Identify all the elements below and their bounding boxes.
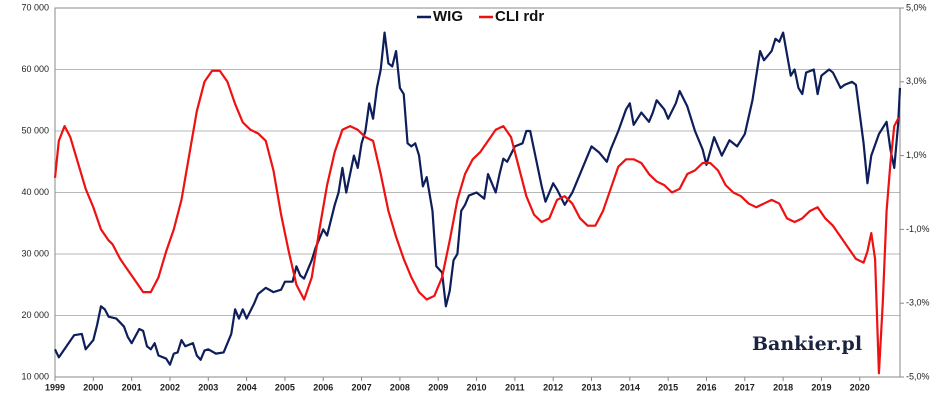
legend-label: CLI rdr bbox=[495, 8, 544, 25]
x-tick-label: 2002 bbox=[160, 382, 180, 392]
x-tick-label: 2008 bbox=[390, 382, 410, 392]
y-tick-label: 50 000 bbox=[21, 125, 49, 135]
legend-label: WIG bbox=[433, 8, 463, 25]
y2-tick-label: 3,0% bbox=[906, 76, 927, 86]
y-tick-label: 60 000 bbox=[21, 64, 49, 74]
x-tick-label: 2011 bbox=[505, 382, 525, 392]
y-tick-label: 70 000 bbox=[21, 2, 49, 12]
y2-tick-label: -3,0% bbox=[906, 298, 930, 308]
x-tick-label: 2012 bbox=[543, 382, 563, 392]
series-line bbox=[54, 31, 902, 366]
watermark: Bankier.pl bbox=[752, 333, 862, 355]
x-tick-label: 2017 bbox=[735, 382, 755, 392]
x-tick-label: 2000 bbox=[83, 382, 103, 392]
x-tick-label: 1999 bbox=[45, 382, 65, 392]
x-tick-label: 2014 bbox=[620, 382, 640, 392]
x-tick-label: 2006 bbox=[313, 382, 333, 392]
y2-tick-label: 5,0% bbox=[906, 2, 927, 12]
x-tick-label: 2003 bbox=[198, 382, 218, 392]
x-tick-label: 2007 bbox=[352, 382, 372, 392]
y-tick-label: 30 000 bbox=[21, 248, 49, 258]
y2-tick-label: -1,0% bbox=[906, 224, 930, 234]
y2-tick-label: -5,0% bbox=[906, 371, 930, 381]
x-tick-label: 2018 bbox=[773, 382, 793, 392]
x-tick-label: 2001 bbox=[122, 382, 142, 392]
y2-tick-label: 1,0% bbox=[906, 150, 927, 160]
x-tick-label: 2010 bbox=[467, 382, 487, 392]
plot-frame bbox=[54, 7, 901, 378]
x-tick-label: 2013 bbox=[581, 382, 601, 392]
x-tick-label: 2009 bbox=[428, 382, 448, 392]
y-tick-label: 20 000 bbox=[21, 310, 49, 320]
x-tick-label: 2019 bbox=[811, 382, 831, 392]
x-tick-label: 2005 bbox=[275, 382, 295, 392]
x-tick-label: 2020 bbox=[850, 382, 870, 392]
x-tick-label: 2015 bbox=[658, 382, 678, 392]
x-tick-label: 2016 bbox=[696, 382, 716, 392]
series-line bbox=[53, 69, 900, 375]
y-tick-label: 10 000 bbox=[21, 371, 49, 381]
y-tick-label: 40 000 bbox=[21, 187, 49, 197]
x-tick-label: 2004 bbox=[237, 382, 257, 392]
